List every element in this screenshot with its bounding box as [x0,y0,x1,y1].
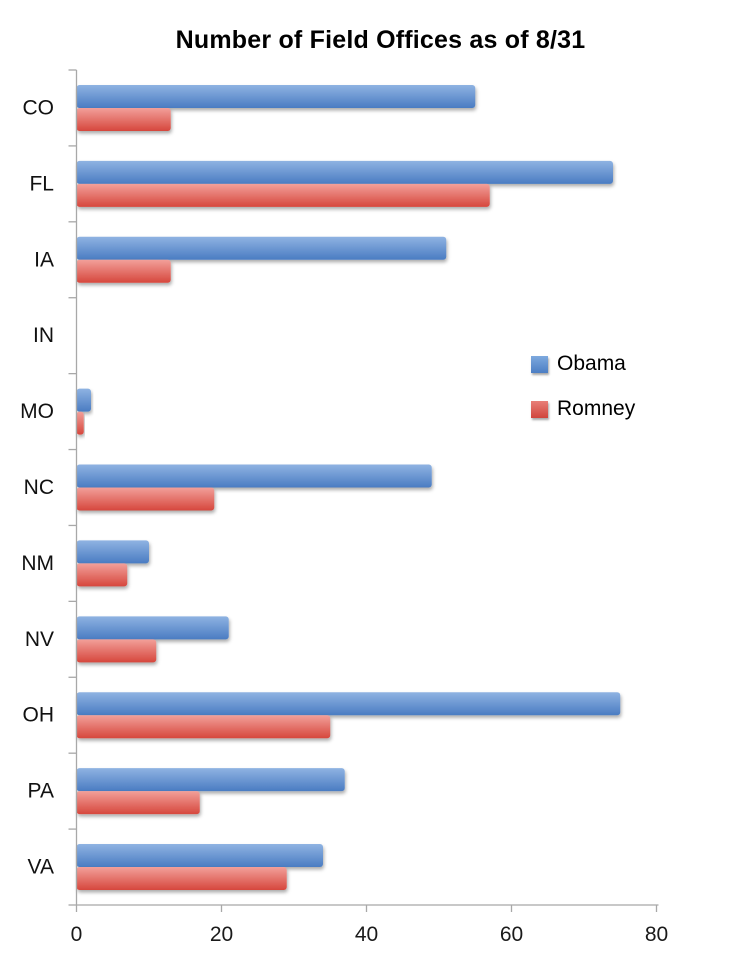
bar-romney-nm [76,563,128,587]
bar-obama-co [76,84,476,108]
category-label-nm: NM [21,552,54,575]
category-label-fl: FL [29,172,54,195]
bar-romney-nv [76,639,157,663]
bar-obama-nv [76,616,229,640]
bar-romney-fl [76,183,490,207]
legend-label-romney: Romney [557,397,636,420]
chart-title: Number of Field Offices as of 8/31 [175,26,586,54]
bar-obama-va [76,844,323,868]
x-tick-label-40: 40 [355,923,378,946]
legend: Obama Romney [531,352,635,421]
category-label-mo: MO [20,400,54,423]
romney-series-swatch-icon [531,400,548,418]
category-label-nc: NC [24,476,54,499]
category-label-pa: PA [28,780,54,803]
bar-romney-pa [76,791,200,815]
bar-romney-mo [76,411,84,435]
bar-romney-va [76,867,287,891]
bar-obama-mo [76,388,91,412]
obama-series-swatch-icon [531,355,548,373]
category-label-oh: OH [23,704,55,727]
bar-romney-nc [76,487,215,511]
category-label-nv: NV [25,628,54,651]
x-tick-label-60: 60 [500,923,523,946]
bar-obama-fl [76,160,613,184]
x-tick-label-20: 20 [210,923,233,946]
legend-item-romney: Romney [531,397,635,421]
bar-romney-co [76,107,171,131]
bar-obama-nm [76,540,149,564]
bar-romney-oh [76,715,331,739]
category-label-in: IN [33,324,54,347]
x-tick-label-80: 80 [645,923,668,946]
category-label-va: VA [28,856,54,879]
category-label-ia: IA [34,248,54,271]
bar-obama-ia [76,236,447,260]
bar-obama-oh [76,692,621,716]
bar-obama-pa [76,768,345,792]
bar-obama-nc [76,464,432,488]
category-label-co: CO [23,96,55,119]
legend-item-obama: Obama [531,352,635,376]
x-tick-label-0: 0 [71,923,83,946]
legend-label-obama: Obama [557,352,626,375]
bar-romney-ia [76,259,171,283]
